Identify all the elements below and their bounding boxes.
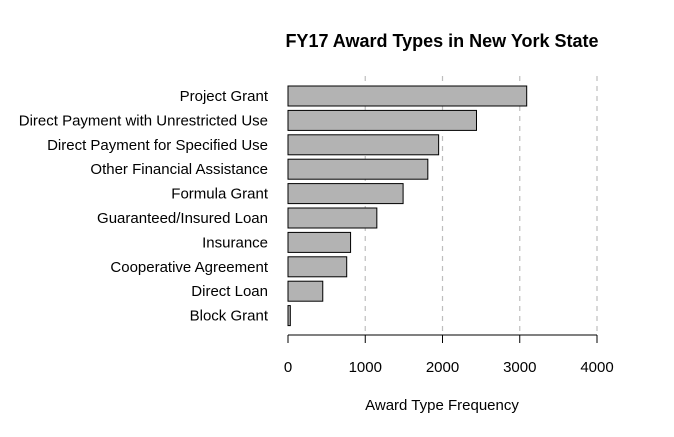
bars [287,85,528,327]
category-label-0: Project Grant [180,88,269,105]
category-label-3: Other Financial Assistance [90,161,268,178]
x-tick-label-1000: 1000 [349,359,382,376]
bar-7 [287,256,348,278]
bar-8 [287,280,324,302]
x-axis: 0 1000 2000 3000 4000 [284,334,614,376]
category-label-7: Cooperative Agreement [110,259,268,276]
bar-6 [287,231,352,253]
x-tick-label-0: 0 [284,359,292,376]
bar-5 [287,207,378,229]
bar-0 [287,85,528,107]
bar-4 [287,183,404,205]
category-label-6: Insurance [202,234,268,251]
bar-3 [287,158,429,180]
chart-title: FY17 Award Types in New York State [285,31,598,51]
category-label-4: Formula Grant [171,186,269,203]
x-tick-label-4000: 4000 [580,359,613,376]
category-label-1: Direct Payment with Unrestricted Use [19,112,268,129]
x-tick-label-2000: 2000 [426,359,459,376]
category-label-5: Guaranteed/Insured Loan [97,210,268,227]
x-tick-label-3000: 3000 [503,359,536,376]
x-axis-title: Award Type Frequency [365,397,519,414]
category-label-8: Direct Loan [191,283,268,300]
bar-9 [287,305,291,327]
category-label-9: Block Grant [190,308,269,325]
bar-1 [287,109,477,131]
category-labels: Project Grant Direct Payment with Unrestr… [19,88,269,325]
bar-2 [287,134,440,156]
category-label-2: Direct Payment for Specified Use [47,137,268,154]
